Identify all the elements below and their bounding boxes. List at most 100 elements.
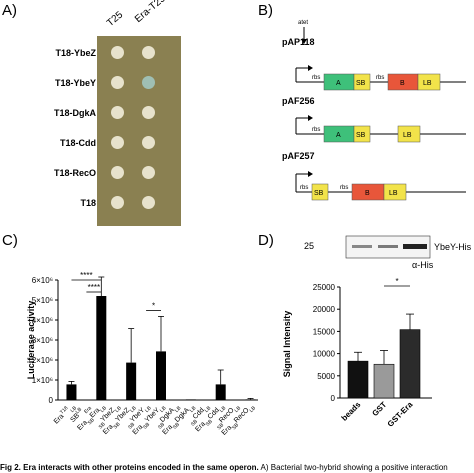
- blot-band: [352, 245, 372, 248]
- bar: [126, 362, 137, 400]
- colony-spot-positive: [142, 76, 155, 89]
- plate-row-label: T18-DgkA: [53, 108, 96, 118]
- rbs-label: rbs: [312, 127, 320, 133]
- rbs-label: rbs: [300, 185, 308, 191]
- gene-sb-label: SB: [314, 190, 324, 197]
- colony-spot: [142, 46, 155, 59]
- gene-b-label: B: [365, 190, 370, 197]
- significance-label: *: [395, 277, 398, 286]
- panel-c-label: C): [2, 232, 18, 249]
- bar: [170, 399, 181, 401]
- gene-sb-label: SB: [356, 80, 366, 87]
- x-tick-label: GST: [370, 400, 388, 418]
- gene-b-label: B: [400, 80, 405, 87]
- panel-d-chart: 0 5000 10000 15000 20000 25000 Signal Intensit…: [282, 277, 432, 429]
- blot-band: [378, 245, 398, 248]
- construct-name: pAF257: [282, 151, 315, 161]
- panel-c-chart: 0 1×10⁶ 2×10⁶ 3×10⁶ 4×10⁶ 5×10⁶ 6×10⁶ Luciferas…: [26, 271, 258, 437]
- caption-label: Fig 2.: [0, 463, 21, 472]
- y-tick-label: 0: [331, 394, 336, 403]
- bar: [347, 360, 369, 399]
- blot-antibody-label: α-His: [412, 260, 434, 270]
- y-tick-label: 1×10⁶: [32, 376, 53, 385]
- gene-sb: [311, 183, 329, 201]
- gene-lb-label: LB: [389, 190, 398, 197]
- column-header-era-t25: Era-T25: [132, 0, 168, 25]
- bar: [156, 351, 166, 400]
- panel-b-diagram: pAP118 atet rbs A SB rbs B LB pAF256 rbs…: [282, 20, 466, 201]
- colony-spot: [142, 106, 155, 119]
- bar: [215, 384, 226, 400]
- colony-spot: [142, 196, 155, 209]
- y-tick-label: 10000: [313, 350, 336, 359]
- y-tick-label: 0: [49, 396, 54, 405]
- colony-spot: [111, 106, 124, 119]
- x-tick-label: GST-Era: [386, 400, 415, 429]
- gene-sb: [353, 125, 371, 143]
- colony-spot: [142, 166, 155, 179]
- bar: [141, 399, 152, 401]
- y-tick-label: 6×10⁶: [32, 276, 53, 285]
- bar: [373, 363, 395, 399]
- panel-d-label: D): [258, 232, 274, 249]
- gene-a-label: A: [336, 132, 341, 139]
- construct-paf257: rbs SB rbs B LB: [295, 171, 466, 201]
- plate-row-label: T18: [80, 198, 96, 208]
- y-axis-label: Luciferase activity: [26, 301, 36, 380]
- bar: [185, 399, 196, 400]
- colony-spot: [142, 136, 155, 149]
- bar: [96, 296, 107, 400]
- promoter-label: atet: [298, 20, 308, 26]
- gene-a-label: A: [336, 80, 341, 87]
- column-header-t25: T25: [104, 9, 126, 29]
- blot-band: [403, 244, 427, 249]
- rbs-label: rbs: [312, 75, 320, 81]
- construct-name: pAF256: [282, 96, 315, 106]
- bar: [245, 399, 256, 400]
- gene-sb-label: SB: [356, 132, 366, 139]
- colony-spot: [111, 136, 124, 149]
- gene-lb: [417, 73, 441, 91]
- y-tick-label: 2×10⁶: [32, 356, 53, 365]
- y-tick-label: 5000: [317, 372, 335, 381]
- plate-row-label: T18-Cdd: [60, 138, 96, 148]
- figure-caption: Fig 2. Era interacts with other proteins…: [0, 463, 474, 473]
- blot-size-marker: 25: [304, 241, 314, 251]
- colony-spot: [111, 76, 124, 89]
- western-blot: 25 YbeY-His α-His: [304, 235, 472, 270]
- significance-label: ****: [88, 283, 100, 292]
- y-tick-label: 15000: [313, 327, 336, 336]
- bar: [111, 399, 122, 401]
- colony-spot: [111, 166, 124, 179]
- plate-row-label: T18-YbeY: [54, 78, 96, 88]
- induction-arrow-head: [301, 39, 307, 44]
- construct-pap118: rbs A SB rbs B LB: [295, 65, 466, 91]
- bar: [200, 399, 211, 401]
- x-tick-label: beads: [340, 400, 363, 423]
- caption-title: Era interacts with other proteins encode…: [23, 463, 259, 472]
- significance-label: *: [152, 301, 155, 310]
- gene-lb: [383, 183, 407, 201]
- bar: [66, 384, 77, 400]
- bar: [399, 329, 421, 399]
- agar-plate-image: [97, 36, 181, 226]
- caption-text: A) Bacterial two-hybrid showing a positi…: [260, 463, 448, 472]
- gene-lb-label: LB: [423, 80, 432, 87]
- significance-label: ****: [80, 271, 92, 280]
- y-tick-label: 20000: [313, 305, 336, 314]
- plate-row-label: T18-RecO: [53, 168, 96, 178]
- rbs-label: rbs: [340, 185, 348, 191]
- plate-row-label: T18-YbeZ: [55, 48, 96, 58]
- rbs-label: rbs: [376, 75, 384, 81]
- colony-spot: [111, 196, 124, 209]
- bar: [81, 399, 92, 401]
- gene-lb-label: LB: [403, 132, 412, 139]
- bar: [230, 399, 241, 401]
- y-tick-label: 3×10⁶: [32, 336, 53, 345]
- construct-name: pAP118: [282, 37, 315, 47]
- gene-sb: [353, 73, 371, 91]
- y-axis-label: Signal Intensity: [282, 311, 292, 378]
- gene-lb: [397, 125, 421, 143]
- x-tick-label: SBLBEra: [68, 401, 93, 426]
- y-tick-label: 4×10⁶: [32, 316, 53, 325]
